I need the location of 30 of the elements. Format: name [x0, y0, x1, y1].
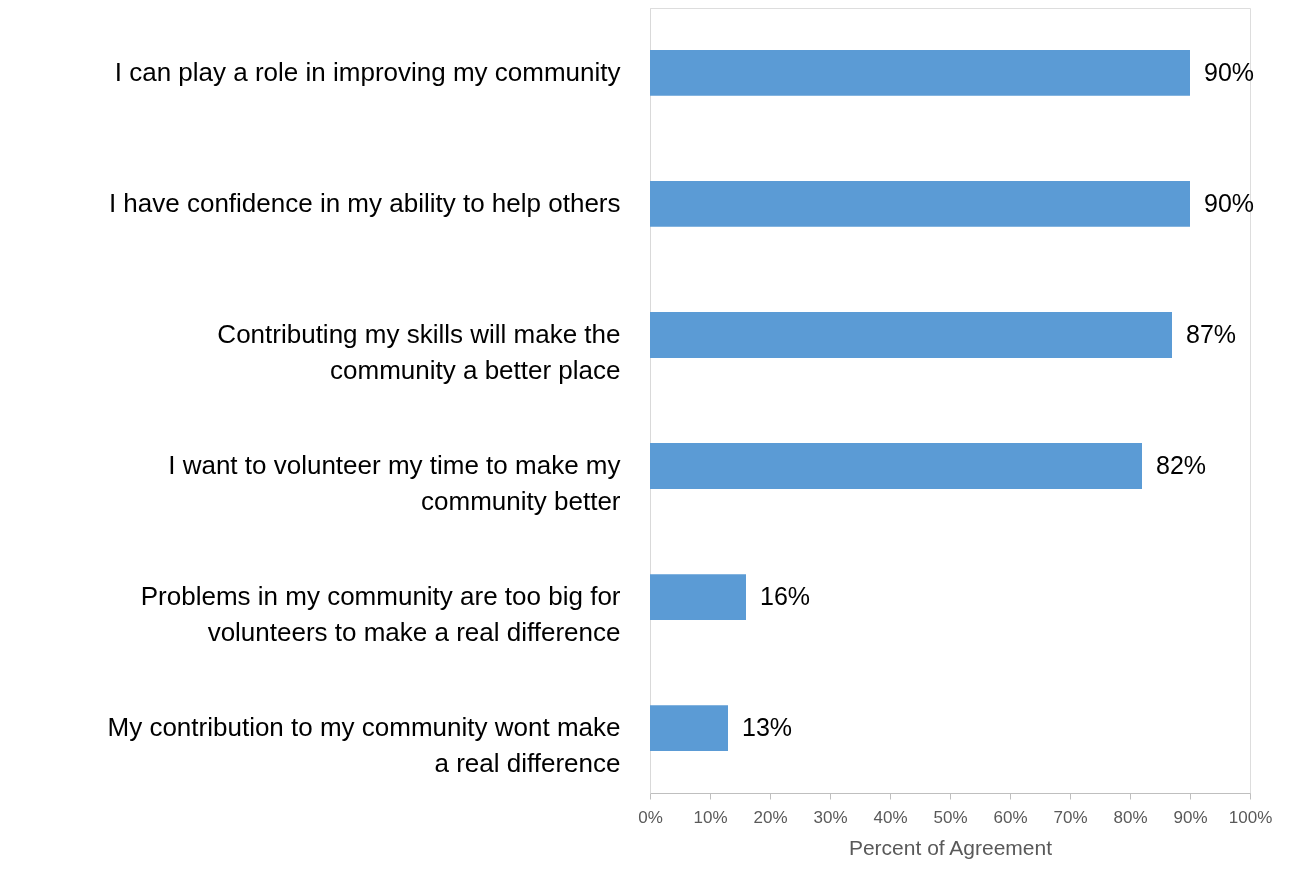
y-tick-label: Contributing my skills will make the community a better place [217, 318, 621, 385]
x-axis-title: Percent of Agreement [848, 835, 1053, 859]
x-tick-label: 30% [813, 807, 848, 827]
y-tick-label: Problems in my community are too big for volunteers to make a real difference [140, 581, 621, 648]
x-tick-label: 10% [693, 807, 728, 827]
y-tick-label: I want to volunteer my time to make my community better [168, 450, 621, 517]
x-tick-label: 90% [1173, 807, 1208, 827]
x-tick-label: 0% [638, 807, 663, 827]
x-tick-label: 70% [1053, 807, 1088, 827]
y-tick-label: My contribution to my community wont make a real difference [107, 712, 621, 779]
x-tick-label: 80% [1113, 807, 1148, 827]
x-tick-label: 40% [873, 807, 908, 827]
data-label: 87% [1186, 319, 1237, 348]
data-label: 90% [1204, 188, 1255, 217]
y-tick-label: I can play a role in improving my community [114, 56, 621, 87]
bar [650, 49, 1190, 96]
bar [650, 443, 1142, 489]
bar [650, 574, 746, 621]
data-label: 82% [1156, 451, 1207, 480]
data-label: 13% [742, 713, 793, 742]
x-tick-label: 60% [993, 807, 1028, 827]
bar [650, 705, 728, 752]
x-tick-label: 20% [753, 807, 788, 827]
y-tick-label: I have confidence in my ability to help others [108, 187, 621, 218]
bar [650, 312, 1172, 358]
x-tick-label: 100% [1228, 807, 1273, 827]
data-label: 90% [1204, 57, 1255, 86]
bar [650, 180, 1190, 227]
x-tick-label: 50% [933, 807, 968, 827]
data-label: 16% [760, 582, 811, 611]
